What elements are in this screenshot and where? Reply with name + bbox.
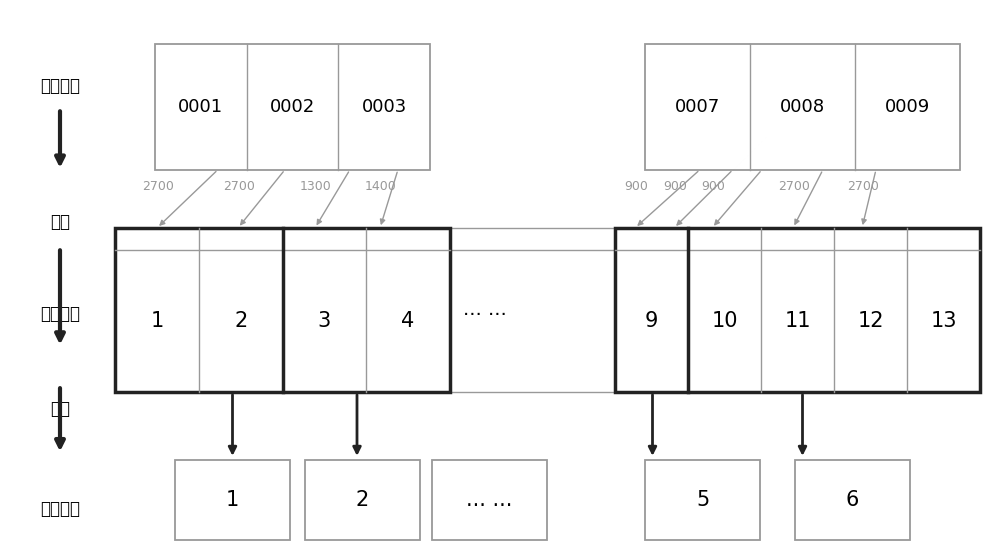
Text: 11: 11 xyxy=(784,311,811,331)
Bar xyxy=(795,460,910,540)
Text: 900: 900 xyxy=(624,180,648,192)
Text: 9: 9 xyxy=(645,311,658,331)
Text: 0009: 0009 xyxy=(885,98,930,116)
Text: 2700: 2700 xyxy=(847,180,879,192)
Text: 1300: 1300 xyxy=(300,180,332,192)
Text: 0002: 0002 xyxy=(270,98,315,116)
Text: 0001: 0001 xyxy=(178,98,223,116)
Bar xyxy=(155,44,430,170)
Text: ... ...: ... ... xyxy=(463,300,507,319)
Text: 6: 6 xyxy=(846,490,859,510)
Text: 1400: 1400 xyxy=(365,180,397,192)
Text: ... ...: ... ... xyxy=(466,490,513,510)
Text: 900: 900 xyxy=(701,180,725,192)
Text: 4: 4 xyxy=(402,311,415,331)
Text: 0007: 0007 xyxy=(675,98,720,116)
Text: 装包: 装包 xyxy=(50,400,70,418)
Text: 3: 3 xyxy=(318,311,331,331)
Text: 900: 900 xyxy=(663,180,687,192)
Bar xyxy=(432,460,547,540)
Text: 2: 2 xyxy=(234,311,247,331)
Text: 2700: 2700 xyxy=(142,180,174,192)
Bar xyxy=(305,460,420,540)
Bar xyxy=(175,460,290,540)
Text: 2700: 2700 xyxy=(778,180,810,192)
Bar xyxy=(645,44,960,170)
Text: 5: 5 xyxy=(696,490,709,510)
Text: 拆分: 拆分 xyxy=(50,214,70,231)
Bar xyxy=(115,228,980,392)
Text: 1: 1 xyxy=(150,311,164,331)
Text: 13: 13 xyxy=(930,311,957,331)
Text: 2: 2 xyxy=(356,490,369,510)
Text: 12: 12 xyxy=(857,311,884,331)
Text: 0008: 0008 xyxy=(780,98,825,116)
Text: 10: 10 xyxy=(711,311,738,331)
Text: 1: 1 xyxy=(226,490,239,510)
Text: 0003: 0003 xyxy=(362,98,407,116)
Text: 2700: 2700 xyxy=(223,180,255,192)
Text: 编码序列: 编码序列 xyxy=(40,305,80,323)
Bar xyxy=(645,460,760,540)
Text: 电解槽号: 电解槽号 xyxy=(40,77,80,95)
Bar xyxy=(115,228,450,392)
Text: 抬包序号: 抬包序号 xyxy=(40,500,80,518)
Bar xyxy=(615,228,980,392)
